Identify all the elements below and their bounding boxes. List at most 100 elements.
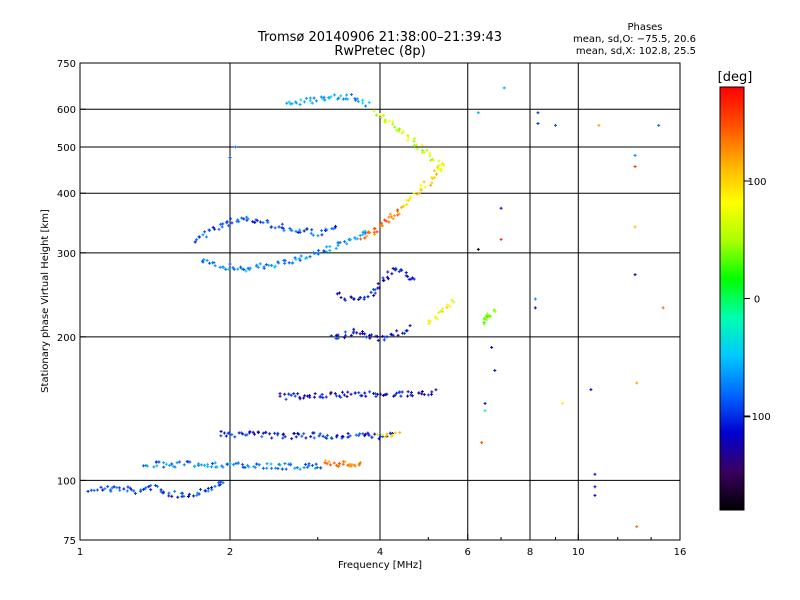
trace-point xyxy=(381,334,385,338)
trace-point xyxy=(390,272,394,276)
trace-point xyxy=(358,432,362,436)
trace-point xyxy=(335,435,339,439)
scatter-point xyxy=(233,145,237,149)
trace-point xyxy=(182,494,186,498)
trace-point xyxy=(309,435,313,439)
trace-point xyxy=(393,125,397,129)
trace-point xyxy=(329,436,333,440)
trace-point xyxy=(328,245,332,249)
trace-point xyxy=(366,295,370,299)
trace-point xyxy=(368,390,372,394)
trace-point xyxy=(335,292,339,296)
trace-point xyxy=(363,236,367,240)
trace-point xyxy=(201,259,205,263)
trace-point xyxy=(341,435,345,439)
trace-point xyxy=(311,233,315,237)
trace-point xyxy=(208,261,212,265)
trace-point xyxy=(198,235,202,239)
scatter-point xyxy=(589,388,593,392)
trace-point xyxy=(304,257,308,261)
trace-point xyxy=(292,392,296,396)
trace-point xyxy=(254,218,258,222)
trace-point xyxy=(350,93,354,97)
trace-point xyxy=(357,391,361,395)
trace-point xyxy=(400,390,404,394)
scatter-point xyxy=(633,273,637,277)
chart-subtitle: RwPretec (8p) xyxy=(334,44,425,59)
trace-point xyxy=(302,466,306,470)
trace-point xyxy=(210,486,214,490)
trace-point xyxy=(437,159,441,163)
trace-point xyxy=(312,431,316,435)
trace-point xyxy=(239,265,243,269)
trace-point xyxy=(399,394,403,398)
trace-point xyxy=(233,435,237,439)
trace-point xyxy=(385,392,389,396)
trace-point xyxy=(283,392,287,396)
scatter-point xyxy=(476,111,480,115)
trace-point xyxy=(358,296,362,300)
trace-point xyxy=(261,466,265,470)
trace-point xyxy=(308,96,312,100)
trace-point xyxy=(373,432,377,436)
trace-point xyxy=(368,333,372,337)
trace-point xyxy=(334,224,338,228)
trace-point xyxy=(298,395,302,399)
trace-point xyxy=(294,257,298,261)
trace-point xyxy=(485,312,489,316)
trace-point xyxy=(312,96,316,100)
trace-point xyxy=(278,392,282,396)
trace-point xyxy=(222,431,226,435)
scatter-point xyxy=(499,206,503,210)
scatter-point xyxy=(553,123,557,127)
trace-point xyxy=(446,303,450,307)
trace-point xyxy=(276,467,280,471)
trace-point xyxy=(310,228,314,232)
trace-point xyxy=(440,307,444,311)
trace-point xyxy=(435,317,439,321)
trace-point xyxy=(401,205,405,209)
trace-point xyxy=(373,227,377,231)
trace-point xyxy=(332,461,336,465)
trace-point xyxy=(302,396,306,400)
trace-point xyxy=(428,151,432,155)
trace-point xyxy=(412,137,416,141)
trace-point xyxy=(290,229,294,233)
trace-point xyxy=(152,465,156,469)
trace-point xyxy=(358,461,362,465)
trace-point xyxy=(193,240,197,244)
phases-x-stats: mean, sd,X: 102.8, 25.5 xyxy=(576,46,696,57)
trace-point xyxy=(361,233,365,237)
trace-point xyxy=(305,227,309,231)
trace-point xyxy=(439,169,443,173)
trace-point xyxy=(382,113,386,117)
trace-point xyxy=(412,139,416,143)
trace-point xyxy=(341,97,345,101)
trace-point xyxy=(396,208,400,212)
trace-point xyxy=(323,98,327,102)
trace-point xyxy=(358,234,362,238)
trace-point xyxy=(328,96,332,100)
trace-point xyxy=(297,257,301,261)
trace-point xyxy=(419,183,423,187)
trace-point xyxy=(433,315,437,319)
trace-point xyxy=(381,276,385,280)
trace-point xyxy=(129,488,133,492)
trace-point xyxy=(255,263,259,267)
trace-point xyxy=(106,485,110,489)
trace-point xyxy=(320,229,324,233)
scatter-point xyxy=(502,86,506,90)
trace-point xyxy=(218,482,222,486)
trace-point xyxy=(199,463,203,467)
trace-point xyxy=(206,486,210,490)
y-tick-label: 75 xyxy=(63,536,76,547)
colorbar xyxy=(719,86,745,511)
trace-point xyxy=(193,465,197,469)
trace-point xyxy=(341,460,345,464)
trace-point xyxy=(439,309,443,313)
trace-point xyxy=(213,484,217,488)
trace-point xyxy=(389,215,393,219)
trace-point xyxy=(173,465,177,469)
trace-point xyxy=(448,305,452,309)
